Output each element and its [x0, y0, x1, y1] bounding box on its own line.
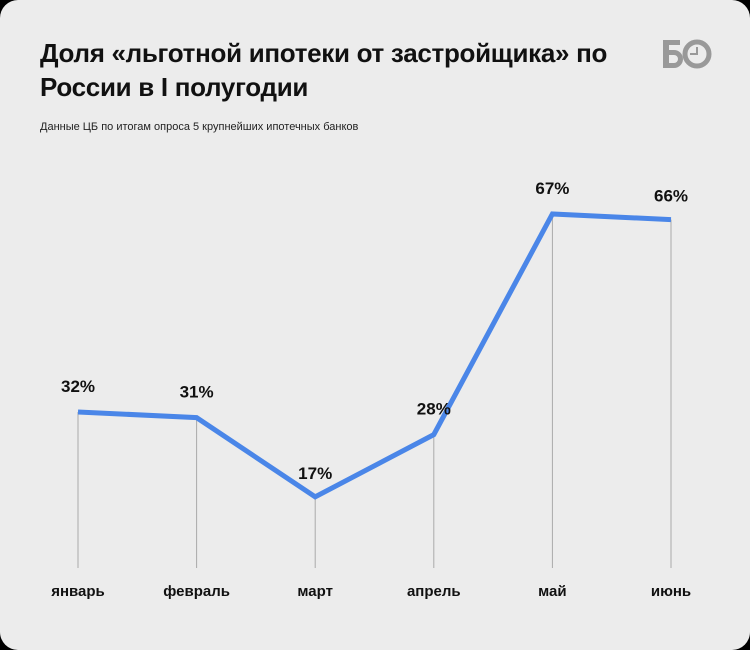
- chart-subtitle: Данные ЦБ по итогам опроса 5 крупнейших …: [40, 121, 359, 133]
- data-label: 66%: [654, 187, 688, 206]
- chart-title: Доля «льготной ипотеки от застройщика» п…: [40, 38, 608, 102]
- data-label: 67%: [535, 179, 569, 198]
- data-label: 32%: [61, 377, 95, 396]
- series-line: [77, 211, 672, 500]
- x-tick-label: февраль: [163, 583, 230, 600]
- data-label: 17%: [298, 464, 332, 483]
- x-tick-label: апрель: [407, 583, 461, 600]
- x-tick-label: март: [297, 583, 333, 600]
- x-tick-label: январь: [51, 583, 105, 600]
- x-tick-label: июнь: [651, 583, 691, 600]
- x-tick-label: май: [538, 583, 566, 600]
- data-label: 31%: [180, 383, 214, 402]
- data-label: 28%: [417, 400, 451, 419]
- bo-logo: [660, 38, 712, 75]
